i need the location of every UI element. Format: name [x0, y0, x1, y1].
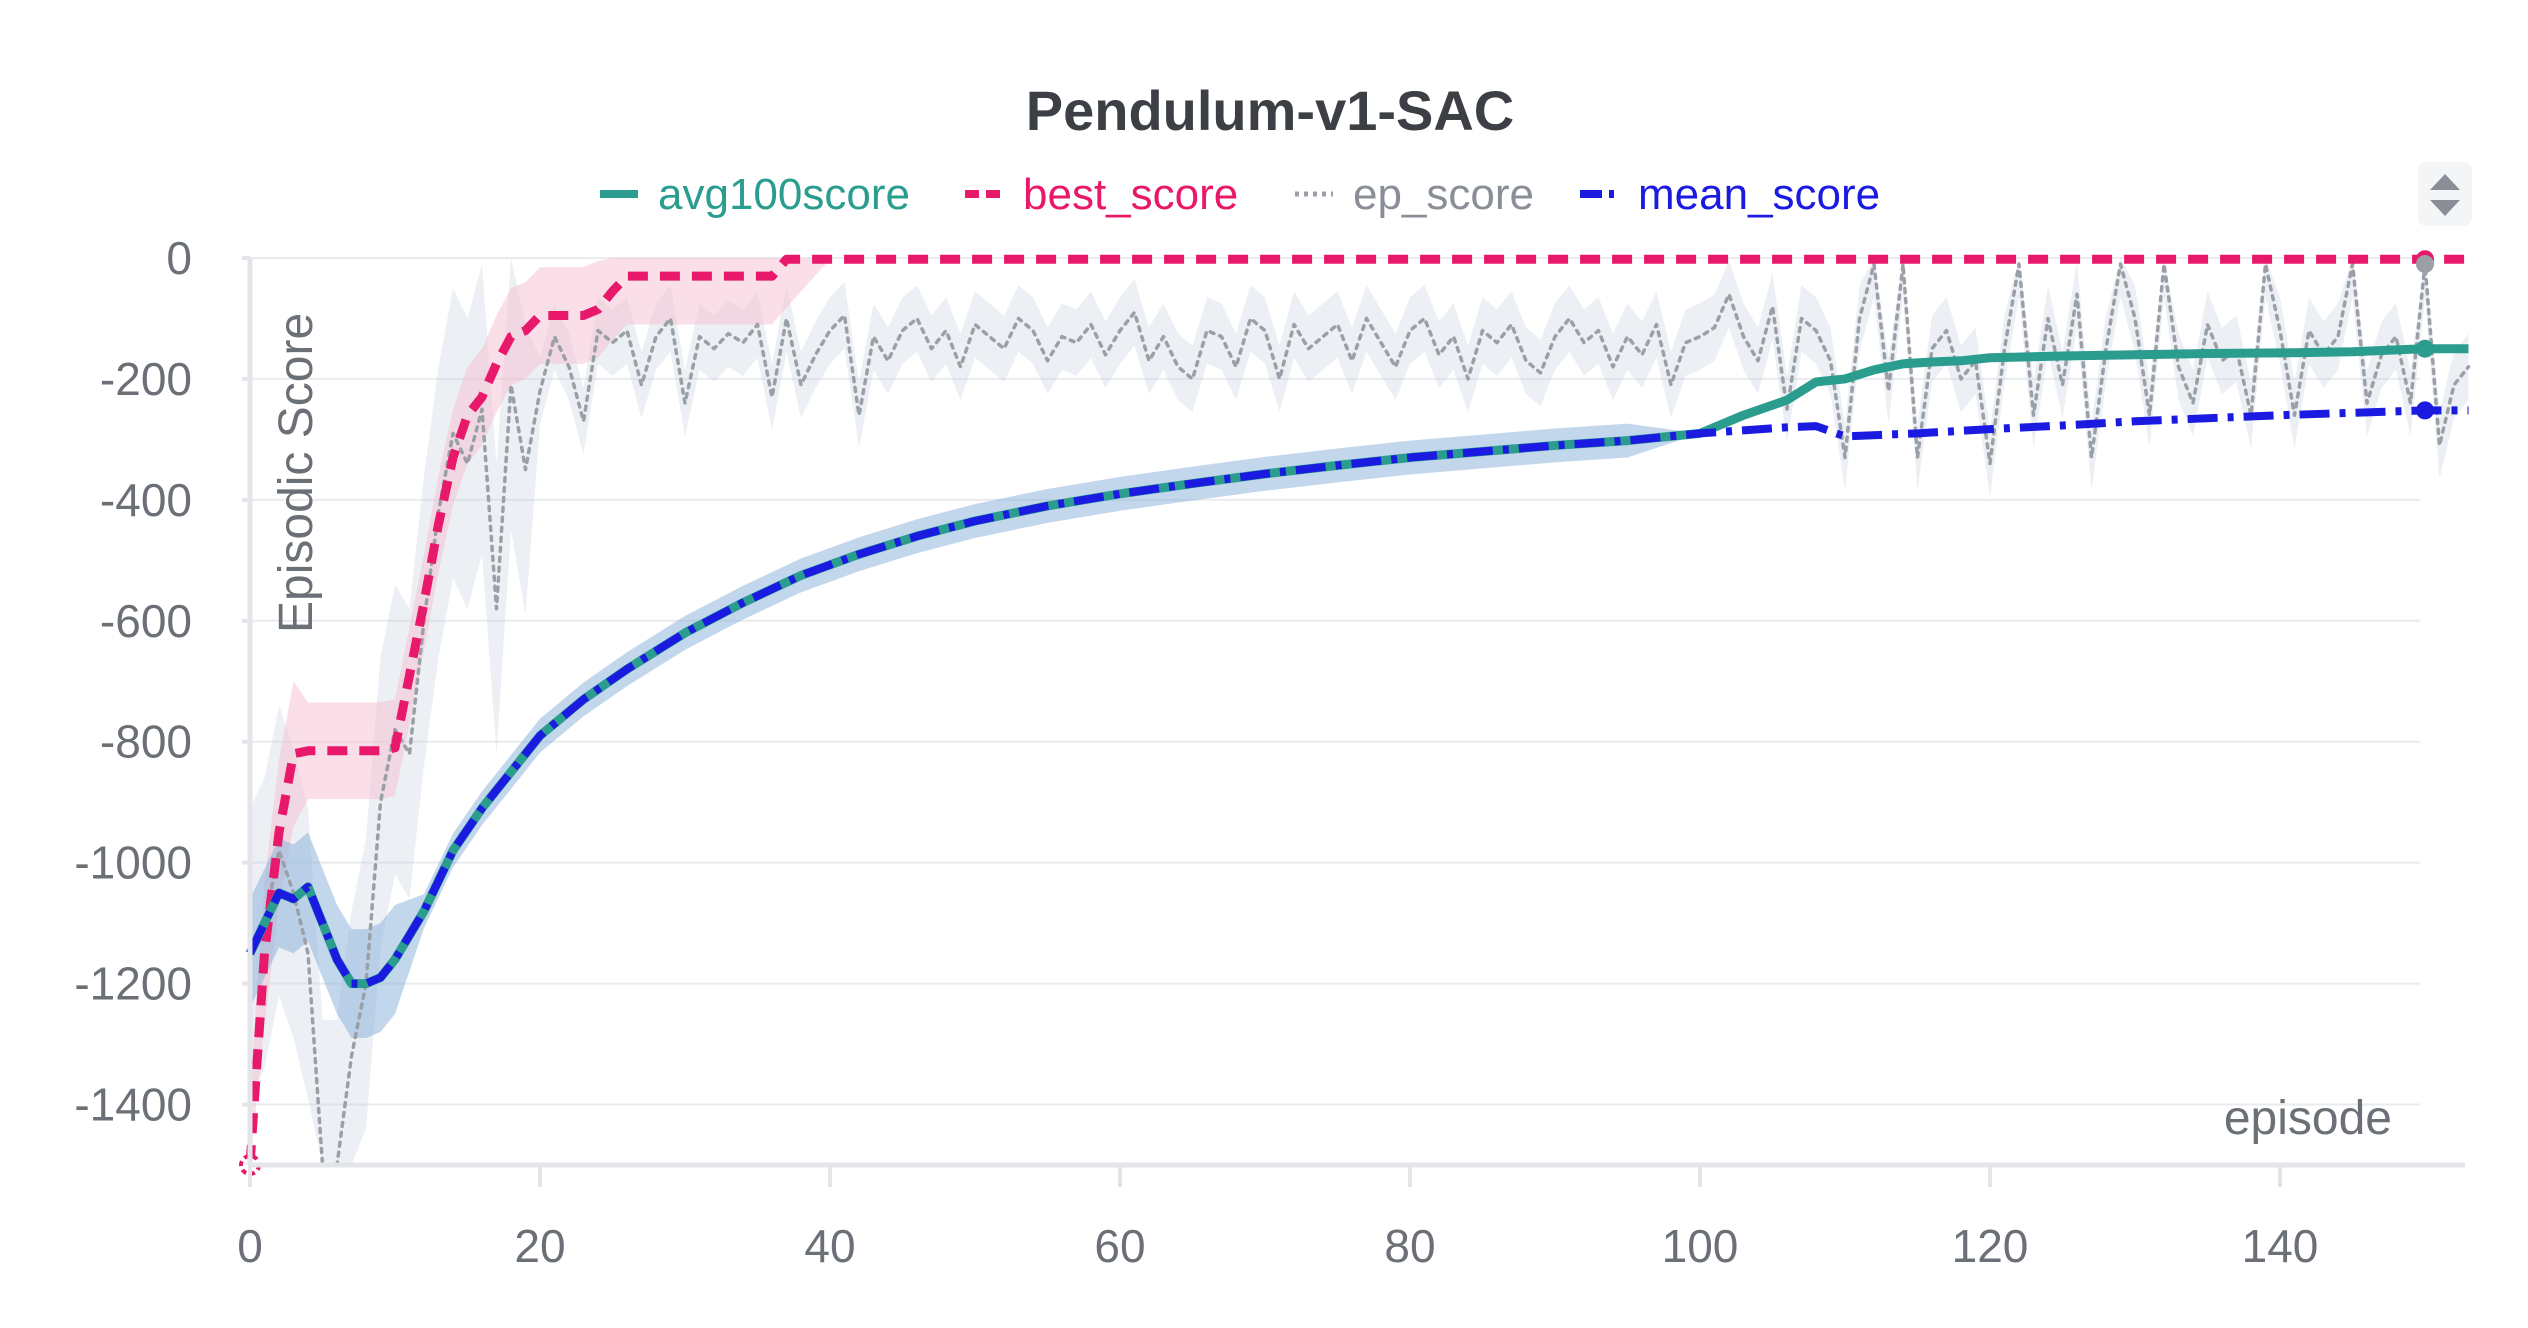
- y-tick-label: -800: [100, 716, 192, 768]
- x-tick-label: 0: [237, 1220, 263, 1272]
- y-tick-label: -200: [100, 353, 192, 405]
- series-line-ep_score: [248, 262, 2471, 1167]
- legend-item-best_score[interactable]: best_score: [965, 170, 1238, 219]
- legend-scroll-control[interactable]: [2418, 162, 2472, 226]
- mean-score-band: [250, 410, 2469, 1039]
- chart-title: Pendulum-v1-SAC: [1026, 79, 1515, 142]
- x-tick-label: 80: [1384, 1220, 1435, 1272]
- variance-bands: [250, 258, 2469, 1165]
- ep-score-band: [250, 258, 2469, 1165]
- tick-labels: 0 20 40 60 80 100 120 140 0 -200 -400 -600 -800 -1000…: [74, 232, 2318, 1272]
- x-tick-label: 60: [1094, 1220, 1145, 1272]
- legend-label: mean_score: [1638, 170, 1880, 219]
- legend-item-ep_score[interactable]: ep_score: [1295, 170, 1534, 219]
- y-tick-label: -1200: [74, 958, 192, 1010]
- y-tick-label: 0: [166, 232, 192, 284]
- y-tick-label: -600: [100, 595, 192, 647]
- legend-item-mean_score[interactable]: mean_score: [1580, 170, 1880, 219]
- x-tick-label: 120: [1952, 1220, 2029, 1272]
- x-tick-label: 20: [514, 1220, 565, 1272]
- legend-label: best_score: [1023, 170, 1238, 219]
- endpoint-marker-avg100score: [2416, 339, 2434, 358]
- legend-label: ep_score: [1353, 170, 1534, 219]
- series-lines: [239, 250, 2471, 1176]
- legend-label: avg100score: [658, 170, 910, 219]
- axes: [242, 256, 2465, 1187]
- y-tick-label: -1400: [74, 1079, 192, 1131]
- scroll-up-icon[interactable]: [2430, 174, 2460, 190]
- endpoint-marker-ep_score: [2416, 255, 2434, 274]
- y-tick-label: -400: [100, 474, 192, 526]
- x-tick-label: 40: [804, 1220, 855, 1272]
- endpoint-marker-mean_score: [2416, 401, 2434, 420]
- x-tick-label: 100: [1662, 1220, 1739, 1272]
- y-axis-title: Episodic Score: [270, 313, 323, 633]
- y-tick-label: -1000: [74, 837, 192, 889]
- x-axis-title: episode: [2224, 1092, 2392, 1145]
- series-line-mean_score: [246, 406, 2469, 988]
- legend[interactable]: avg100score best_score ep_score mean_score: [600, 170, 1880, 219]
- x-tick-label: 140: [2242, 1220, 2319, 1272]
- legend-item-avg100score[interactable]: avg100score: [600, 170, 910, 219]
- scroll-down-icon[interactable]: [2430, 200, 2460, 216]
